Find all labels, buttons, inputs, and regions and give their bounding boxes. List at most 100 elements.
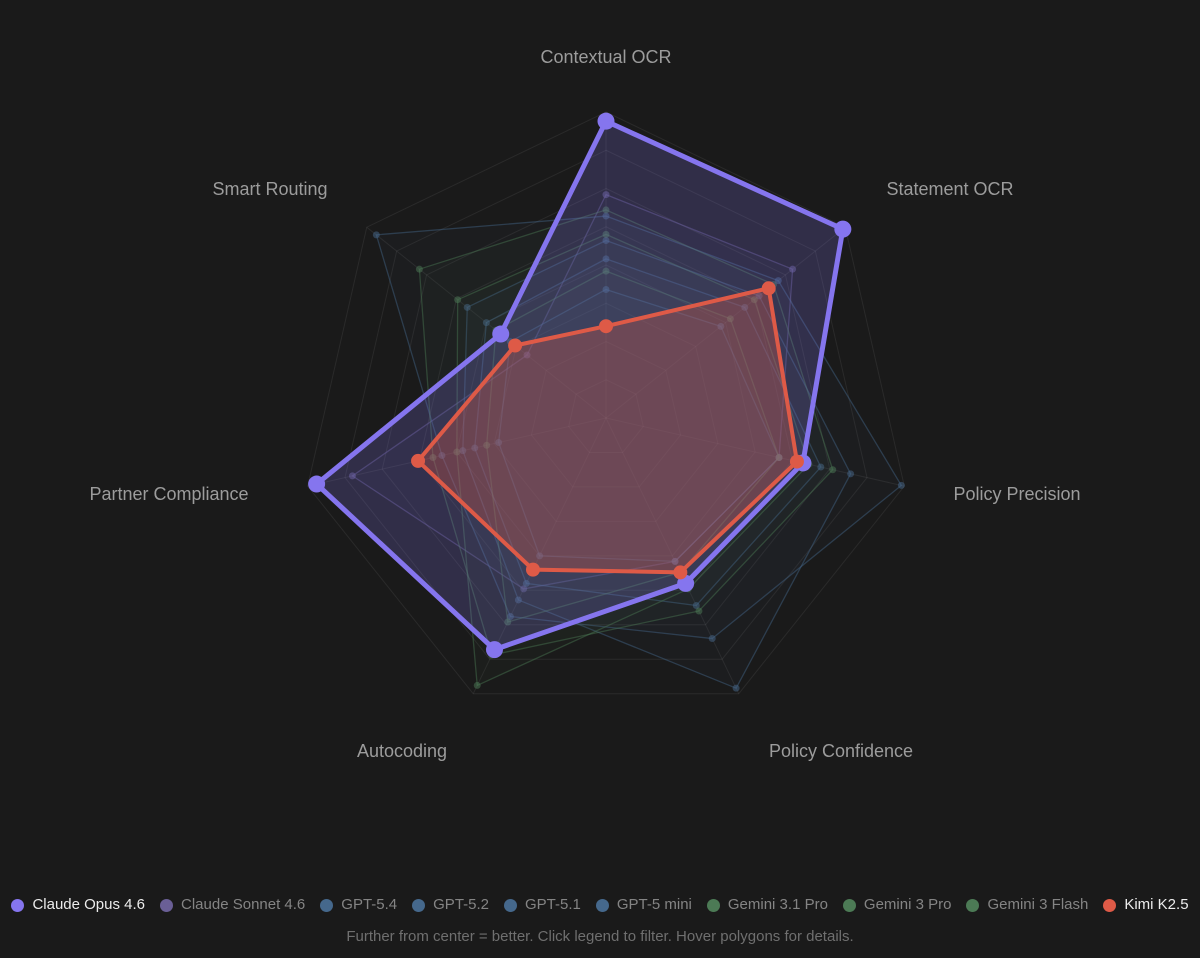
legend-item-kimi-k2-5[interactable]: Kimi K2.5 [1103, 894, 1189, 916]
data-point-gpt-5-mini [602, 285, 610, 293]
data-point-gpt-5-mini [495, 439, 503, 447]
legend-item-claude-sonnet-4-6[interactable]: Claude Sonnet 4.6 [160, 894, 305, 916]
series-polygon-gemini-3-pro[interactable] [456, 233, 810, 687]
series-polygon-claude-opus-4-6[interactable] [314, 118, 846, 653]
grid-ring [419, 226, 793, 591]
data-point-gpt-5-2 [514, 596, 522, 604]
data-point-gpt-5-1 [482, 319, 490, 327]
data-point-gpt-5-4 [372, 231, 380, 239]
axis-spoke [605, 417, 905, 487]
data-point-claude-sonnet-4-6 [520, 585, 528, 593]
data-point-gemini-3-1-pro [602, 206, 610, 214]
data-point-claude-opus-4-6 [597, 112, 615, 130]
legend-dot-claude-opus-4-6 [11, 898, 25, 912]
grid-ring [381, 187, 831, 626]
data-point-kimi-k2-5 [789, 454, 804, 469]
series-polygon-gpt-5-mini[interactable] [497, 288, 780, 563]
series-polygon-claude-sonnet-4-6[interactable] [351, 193, 794, 590]
data-point-gpt-5-4 [708, 635, 716, 643]
legend-item-gemini-3-flash[interactable]: Gemini 3 Flash [966, 894, 1088, 916]
grid-ring [456, 264, 756, 557]
data-point-kimi-k2-5 [508, 338, 523, 353]
legend-dot-gpt-5-4 [320, 898, 334, 912]
data-point-gemini-3-pro [453, 448, 461, 456]
data-point-gemini-3-flash [726, 315, 734, 323]
legend-item-gpt-5-mini[interactable]: GPT-5 mini [595, 894, 692, 916]
chart-caption: Further from center = better. Click lege… [346, 928, 854, 945]
axis-label-policy-confidence: Policy Confidence [769, 741, 913, 761]
data-point-gpt-5-1 [602, 255, 610, 263]
data-point-gemini-3-1-pro [415, 265, 423, 273]
series-claude-opus-4-6 [308, 112, 852, 659]
legend-dot-gpt-5-mini [595, 898, 609, 912]
grid-ring [530, 340, 682, 488]
legend-label-gpt-5-2: GPT-5.2 [433, 896, 489, 913]
data-point-claude-opus-4-6 [308, 475, 326, 493]
data-point-gpt-5-1 [522, 579, 530, 587]
data-point-gpt-5-2 [755, 292, 763, 300]
data-point-claude-sonnet-4-6 [348, 472, 356, 480]
legend-dot-gemini-3-1-pro [706, 898, 720, 912]
data-point-claude-opus-4-6 [834, 220, 852, 238]
data-point-gemini-3-flash [602, 267, 610, 275]
legend-dot-claude-sonnet-4-6 [160, 898, 174, 912]
data-point-gpt-5-2 [463, 303, 471, 311]
axis-label-statement-ocr: Statement OCR [886, 179, 1013, 199]
data-point-gemini-3-1-pro [429, 453, 437, 461]
legend-label-gpt-5-mini: GPT-5 mini [616, 896, 692, 913]
data-point-claude-sonnet-4-6 [602, 191, 610, 199]
data-point-gpt-5-4 [438, 451, 446, 459]
grid-ring [307, 111, 905, 695]
axis-label-contextual-ocr: Contextual OCR [540, 47, 671, 67]
legend-label-claude-opus-4-6: Claude Opus 4.6 [32, 896, 146, 913]
series-polygon-kimi-k2-5[interactable] [416, 286, 799, 575]
radar-chart-area: Contextual OCR Statement OCR Policy Precis… [89, 47, 1080, 761]
data-point-gpt-5-mini [536, 552, 544, 560]
data-point-gpt-5-1 [692, 601, 700, 609]
legend-dot-gpt-5-2 [412, 898, 426, 912]
legend-dot-gemini-3-pro [842, 898, 856, 912]
data-point-gemini-3-pro [473, 681, 481, 689]
data-point-gemini-3-pro [750, 296, 758, 304]
data-point-gpt-5-4 [774, 277, 782, 285]
chart-legend: Claude Opus 4.6 Claude Sonnet 4.6 GPT-5.4 G… [0, 894, 1200, 916]
legend-item-gemini-3-1-pro[interactable]: Gemini 3.1 Pro [706, 894, 828, 916]
legend-label-kimi-k2-5: Kimi K2.5 [1124, 896, 1189, 913]
series-kimi-k2-5 [411, 281, 804, 580]
data-point-gpt-5-4 [897, 481, 905, 489]
legend-item-gpt-5-1[interactable]: GPT-5.1 [504, 894, 581, 916]
data-point-kimi-k2-5 [761, 281, 776, 296]
series-polygon-gemini-3-flash[interactable] [486, 270, 780, 623]
data-point-kimi-k2-5 [673, 565, 688, 580]
legend-label-gemini-3-flash: Gemini 3 Flash [987, 896, 1089, 913]
data-point-gemini-3-pro [454, 296, 462, 304]
axis-label-smart-routing: Smart Routing [212, 179, 327, 199]
data-point-gpt-5-4 [602, 212, 610, 220]
legend-item-gpt-5-2[interactable]: GPT-5.2 [412, 894, 489, 916]
legend-item-gpt-5-4[interactable]: GPT-5.4 [320, 894, 397, 916]
data-point-kimi-k2-5 [411, 453, 426, 468]
legend-label-gpt-5-4: GPT-5.4 [341, 896, 398, 913]
data-point-gpt-5-2 [847, 470, 855, 478]
data-point-gpt-5-1 [471, 444, 479, 452]
legend-dot-kimi-k2-5 [1103, 898, 1117, 912]
radar-chart: Contextual OCR Statement OCR Policy Precis… [89, 47, 1080, 761]
data-point-gpt-5-2 [459, 447, 467, 455]
legend-item-gemini-3-pro[interactable]: Gemini 3 Pro [842, 894, 951, 916]
data-point-claude-opus-4-6 [485, 641, 503, 659]
grid-ring [344, 149, 868, 660]
axis-label-policy-precision: Policy Precision [953, 484, 1080, 504]
data-point-gemini-3-flash [483, 441, 491, 449]
data-point-gpt-5-mini [717, 322, 725, 330]
legend-dot-gemini-3-flash [966, 898, 980, 912]
data-point-gpt-5-2 [602, 237, 610, 245]
legend-label-gemini-3-1-pro: Gemini 3.1 Pro [727, 896, 828, 913]
legend-item-claude-opus-4-6[interactable]: Claude Opus 4.6 [11, 894, 145, 916]
axis-spoke [605, 226, 846, 419]
data-point-gemini-3-flash [775, 453, 783, 461]
grid-ring [493, 302, 719, 522]
axis-label-autocoding: Autocoding [357, 741, 447, 761]
data-point-kimi-k2-5 [525, 562, 540, 577]
data-point-gpt-5-4 [506, 613, 514, 621]
data-point-claude-sonnet-4-6 [789, 265, 797, 273]
